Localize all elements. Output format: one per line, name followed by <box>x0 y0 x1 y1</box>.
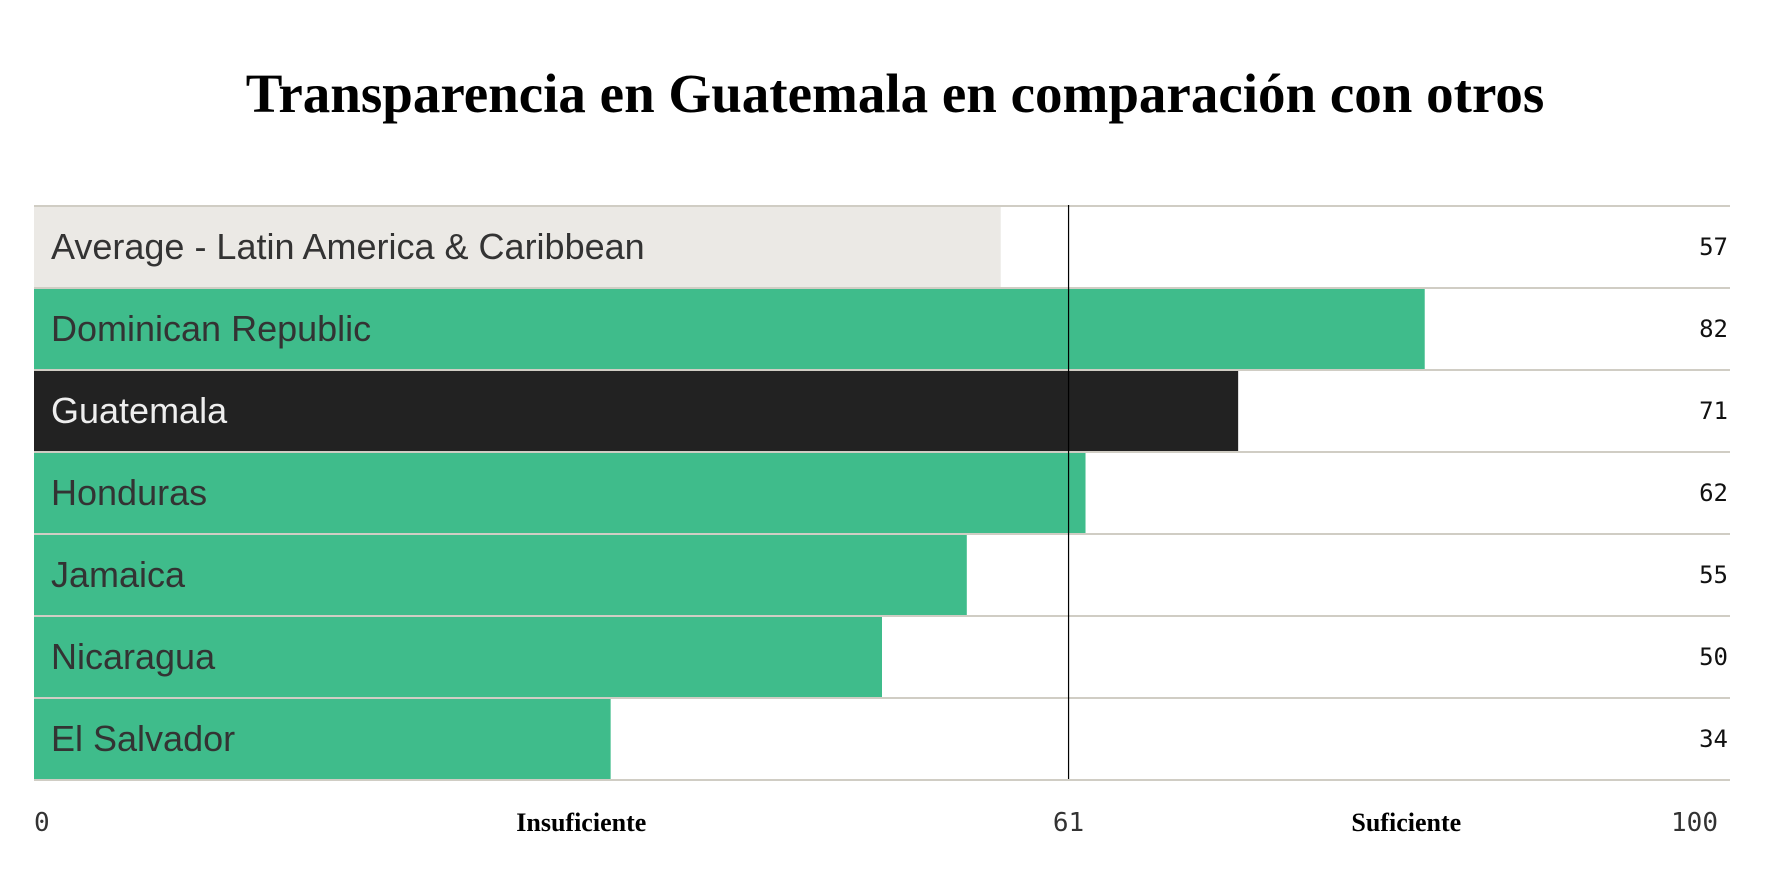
zone-label-insufficient: Insuficiente <box>516 808 646 837</box>
value-label: 34 <box>1699 725 1728 753</box>
category-label: Honduras <box>51 472 207 513</box>
bar <box>34 699 611 779</box>
category-label: Jamaica <box>51 554 186 595</box>
category-label: Nicaragua <box>51 636 216 677</box>
tick-label: 61 <box>1053 808 1084 838</box>
value-label: 62 <box>1699 479 1728 507</box>
chart-title: Transparencia en Guatemala en comparació… <box>245 63 1545 124</box>
bar <box>34 453 1086 533</box>
category-label: El Salvador <box>51 718 235 759</box>
bar <box>34 535 967 615</box>
category-label: Average - Latin America & Caribbean <box>51 226 645 267</box>
bar <box>34 289 1425 369</box>
value-label: 55 <box>1699 561 1728 589</box>
bar <box>34 617 882 697</box>
bar <box>34 371 1239 451</box>
category-label: Guatemala <box>51 390 228 431</box>
value-label: 82 <box>1699 315 1728 343</box>
tick-label: 0 <box>34 808 50 838</box>
value-label: 50 <box>1699 643 1728 671</box>
value-label: 57 <box>1699 233 1728 261</box>
zone-label-sufficient: Suficiente <box>1351 808 1461 837</box>
bar <box>34 207 1001 287</box>
value-label: 71 <box>1699 397 1728 425</box>
category-label: Dominican Republic <box>51 308 371 349</box>
tick-label: 100 <box>1671 808 1718 838</box>
